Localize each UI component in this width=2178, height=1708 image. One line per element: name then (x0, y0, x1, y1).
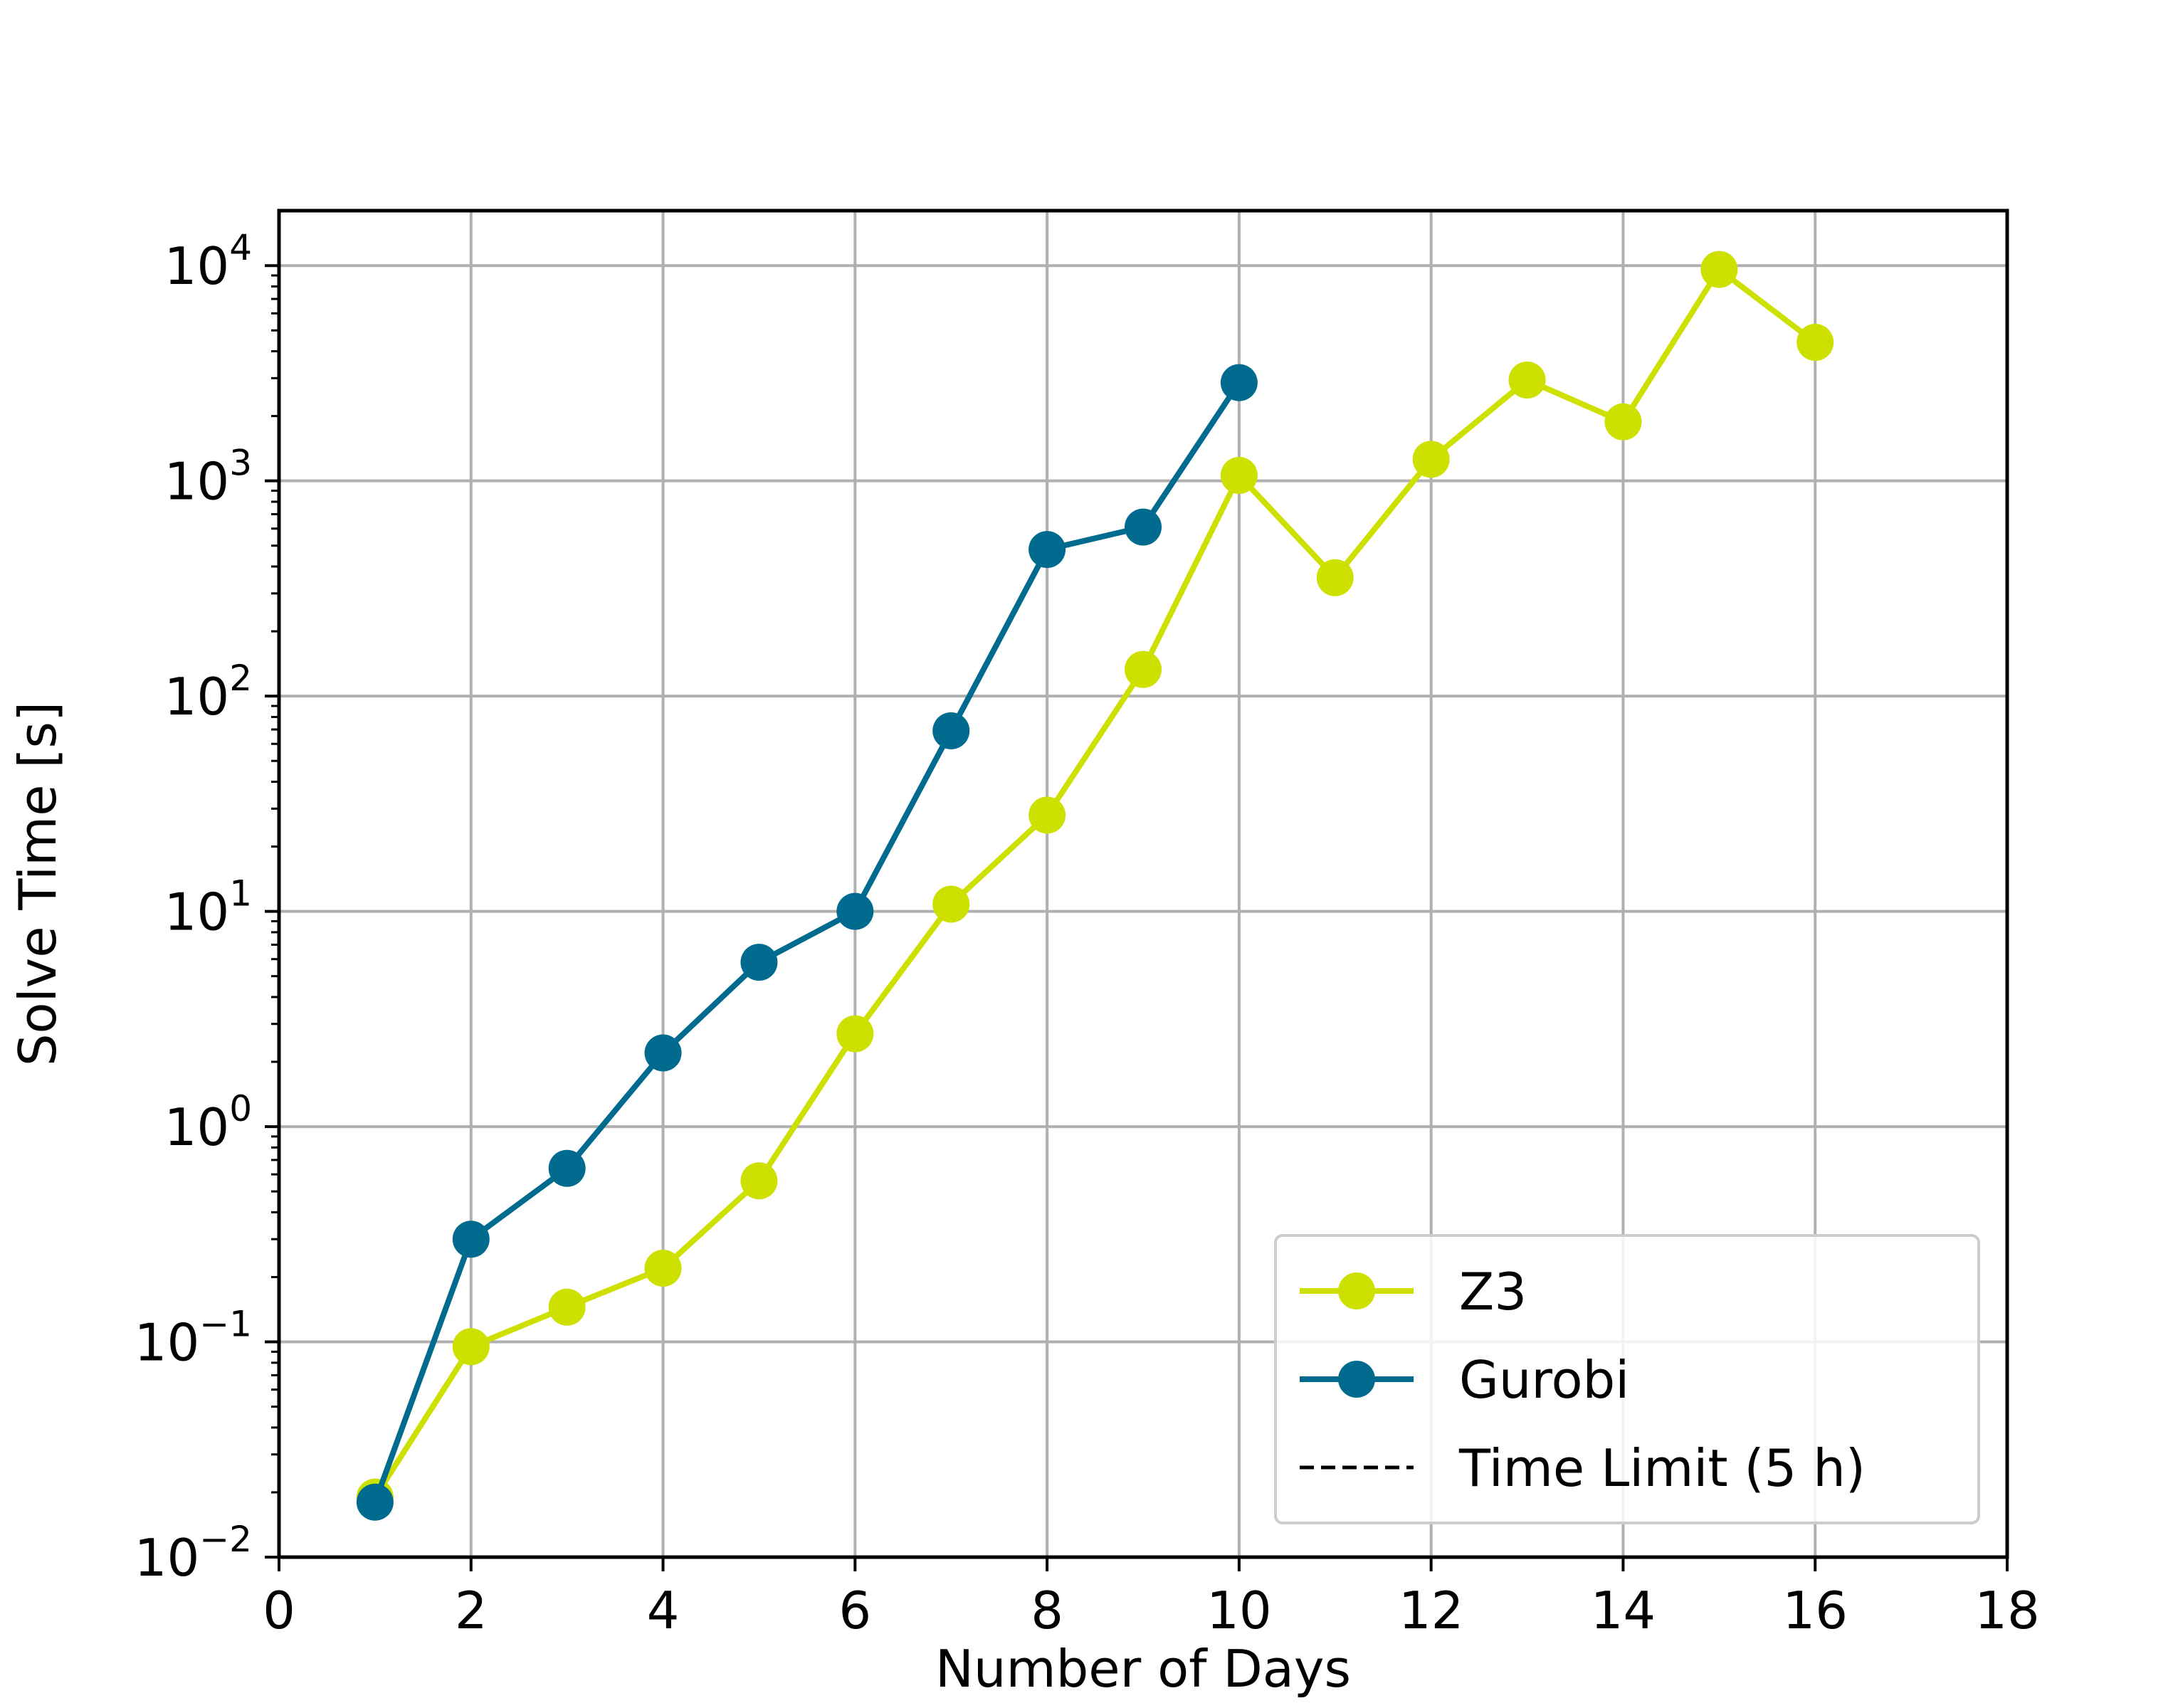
z3-point (932, 885, 970, 923)
gurobi-point (836, 892, 874, 930)
z3-point (836, 1015, 874, 1053)
gurobi-point (1125, 508, 1162, 546)
y-tick-exponent: 1 (229, 873, 252, 914)
z3-point (644, 1249, 682, 1287)
legend-label-time-limit: Time Limit (5 h) (1458, 1438, 1866, 1498)
z3-point (1508, 362, 1546, 399)
y-tick-label: 10−1 (135, 1304, 252, 1373)
x-tick-label: 0 (263, 1581, 295, 1640)
gurobi-point (740, 944, 778, 981)
y-tick-base: 10 (164, 882, 230, 942)
y-tick-base: 10 (164, 236, 230, 296)
x-tick-label: 14 (1591, 1581, 1656, 1640)
y-tick-label: 102 (164, 658, 252, 727)
x-tick-label: 8 (1031, 1581, 1063, 1640)
x-axis-label: Number of Days (935, 1639, 1351, 1699)
x-axis-ticks: 0 2 4 6 8 10 12 14 16 18 (263, 1557, 2040, 1640)
y-tick-label: 10−2 (135, 1519, 252, 1588)
gurobi-point (932, 712, 970, 749)
gurobi-point (1220, 364, 1258, 401)
legend: Z3 Gurobi Time Limit (5 h) (1274, 1234, 1980, 1524)
plot-frame (277, 209, 2009, 1559)
y-tick-label: 103 (164, 443, 252, 512)
y-axis-label: Solve Time [s] (8, 702, 68, 1066)
x-tick-label: 6 (838, 1581, 871, 1640)
y-tick-base: 10 (164, 667, 230, 727)
gurobi-point (1028, 531, 1066, 569)
gurobi-point (452, 1221, 490, 1258)
z3-point (548, 1288, 586, 1326)
z3-point (1412, 441, 1450, 478)
z3-point (1028, 796, 1066, 834)
legend-box (1274, 1234, 1980, 1524)
y-tick-label: 104 (164, 227, 252, 296)
x-tick-label: 10 (1206, 1581, 1272, 1640)
gurobi-line (372, 379, 1242, 1505)
series-gurobi (356, 364, 1258, 1521)
z3-point (740, 1162, 778, 1200)
y-tick-exponent: 0 (229, 1088, 252, 1129)
y-tick-exponent: −2 (199, 1519, 252, 1560)
x-tick-label: 4 (647, 1581, 680, 1640)
x-tick-label: 12 (1399, 1581, 1464, 1640)
legend-label-z3: Z3 (1459, 1262, 1527, 1322)
x-tick-label: 16 (1782, 1581, 1848, 1640)
x-tick-label: 18 (1974, 1581, 2040, 1640)
z3-point (1604, 403, 1642, 441)
y-tick-exponent: 3 (229, 443, 252, 484)
gurobi-point (548, 1149, 586, 1187)
z3-point (1700, 251, 1738, 288)
legend-swatch-gurobi-marker (1338, 1361, 1375, 1398)
y-tick-exponent: 4 (229, 227, 252, 268)
x-tick-label: 2 (455, 1581, 488, 1640)
y-tick-base: 10 (135, 1313, 200, 1373)
y-tick-label: 100 (164, 1088, 252, 1157)
z3-point (452, 1328, 490, 1366)
legend-label-gurobi: Gurobi (1459, 1350, 1629, 1410)
plot-series (356, 251, 1834, 1521)
gurobi-point (644, 1034, 682, 1072)
y-tick-exponent: −1 (199, 1304, 252, 1345)
y-tick-base: 10 (164, 1097, 230, 1157)
y-tick-base: 10 (135, 1528, 200, 1588)
y-tick-exponent: 2 (229, 658, 252, 699)
z3-point (1125, 650, 1162, 688)
z3-point (1316, 559, 1354, 596)
z3-point (1796, 324, 1834, 362)
gurobi-point (356, 1483, 394, 1521)
y-tick-label: 101 (164, 873, 252, 942)
z3-line (372, 266, 1819, 1500)
legend-swatch-z3-marker (1338, 1272, 1375, 1309)
y-tick-base: 10 (164, 452, 230, 512)
z3-point (1220, 457, 1258, 495)
